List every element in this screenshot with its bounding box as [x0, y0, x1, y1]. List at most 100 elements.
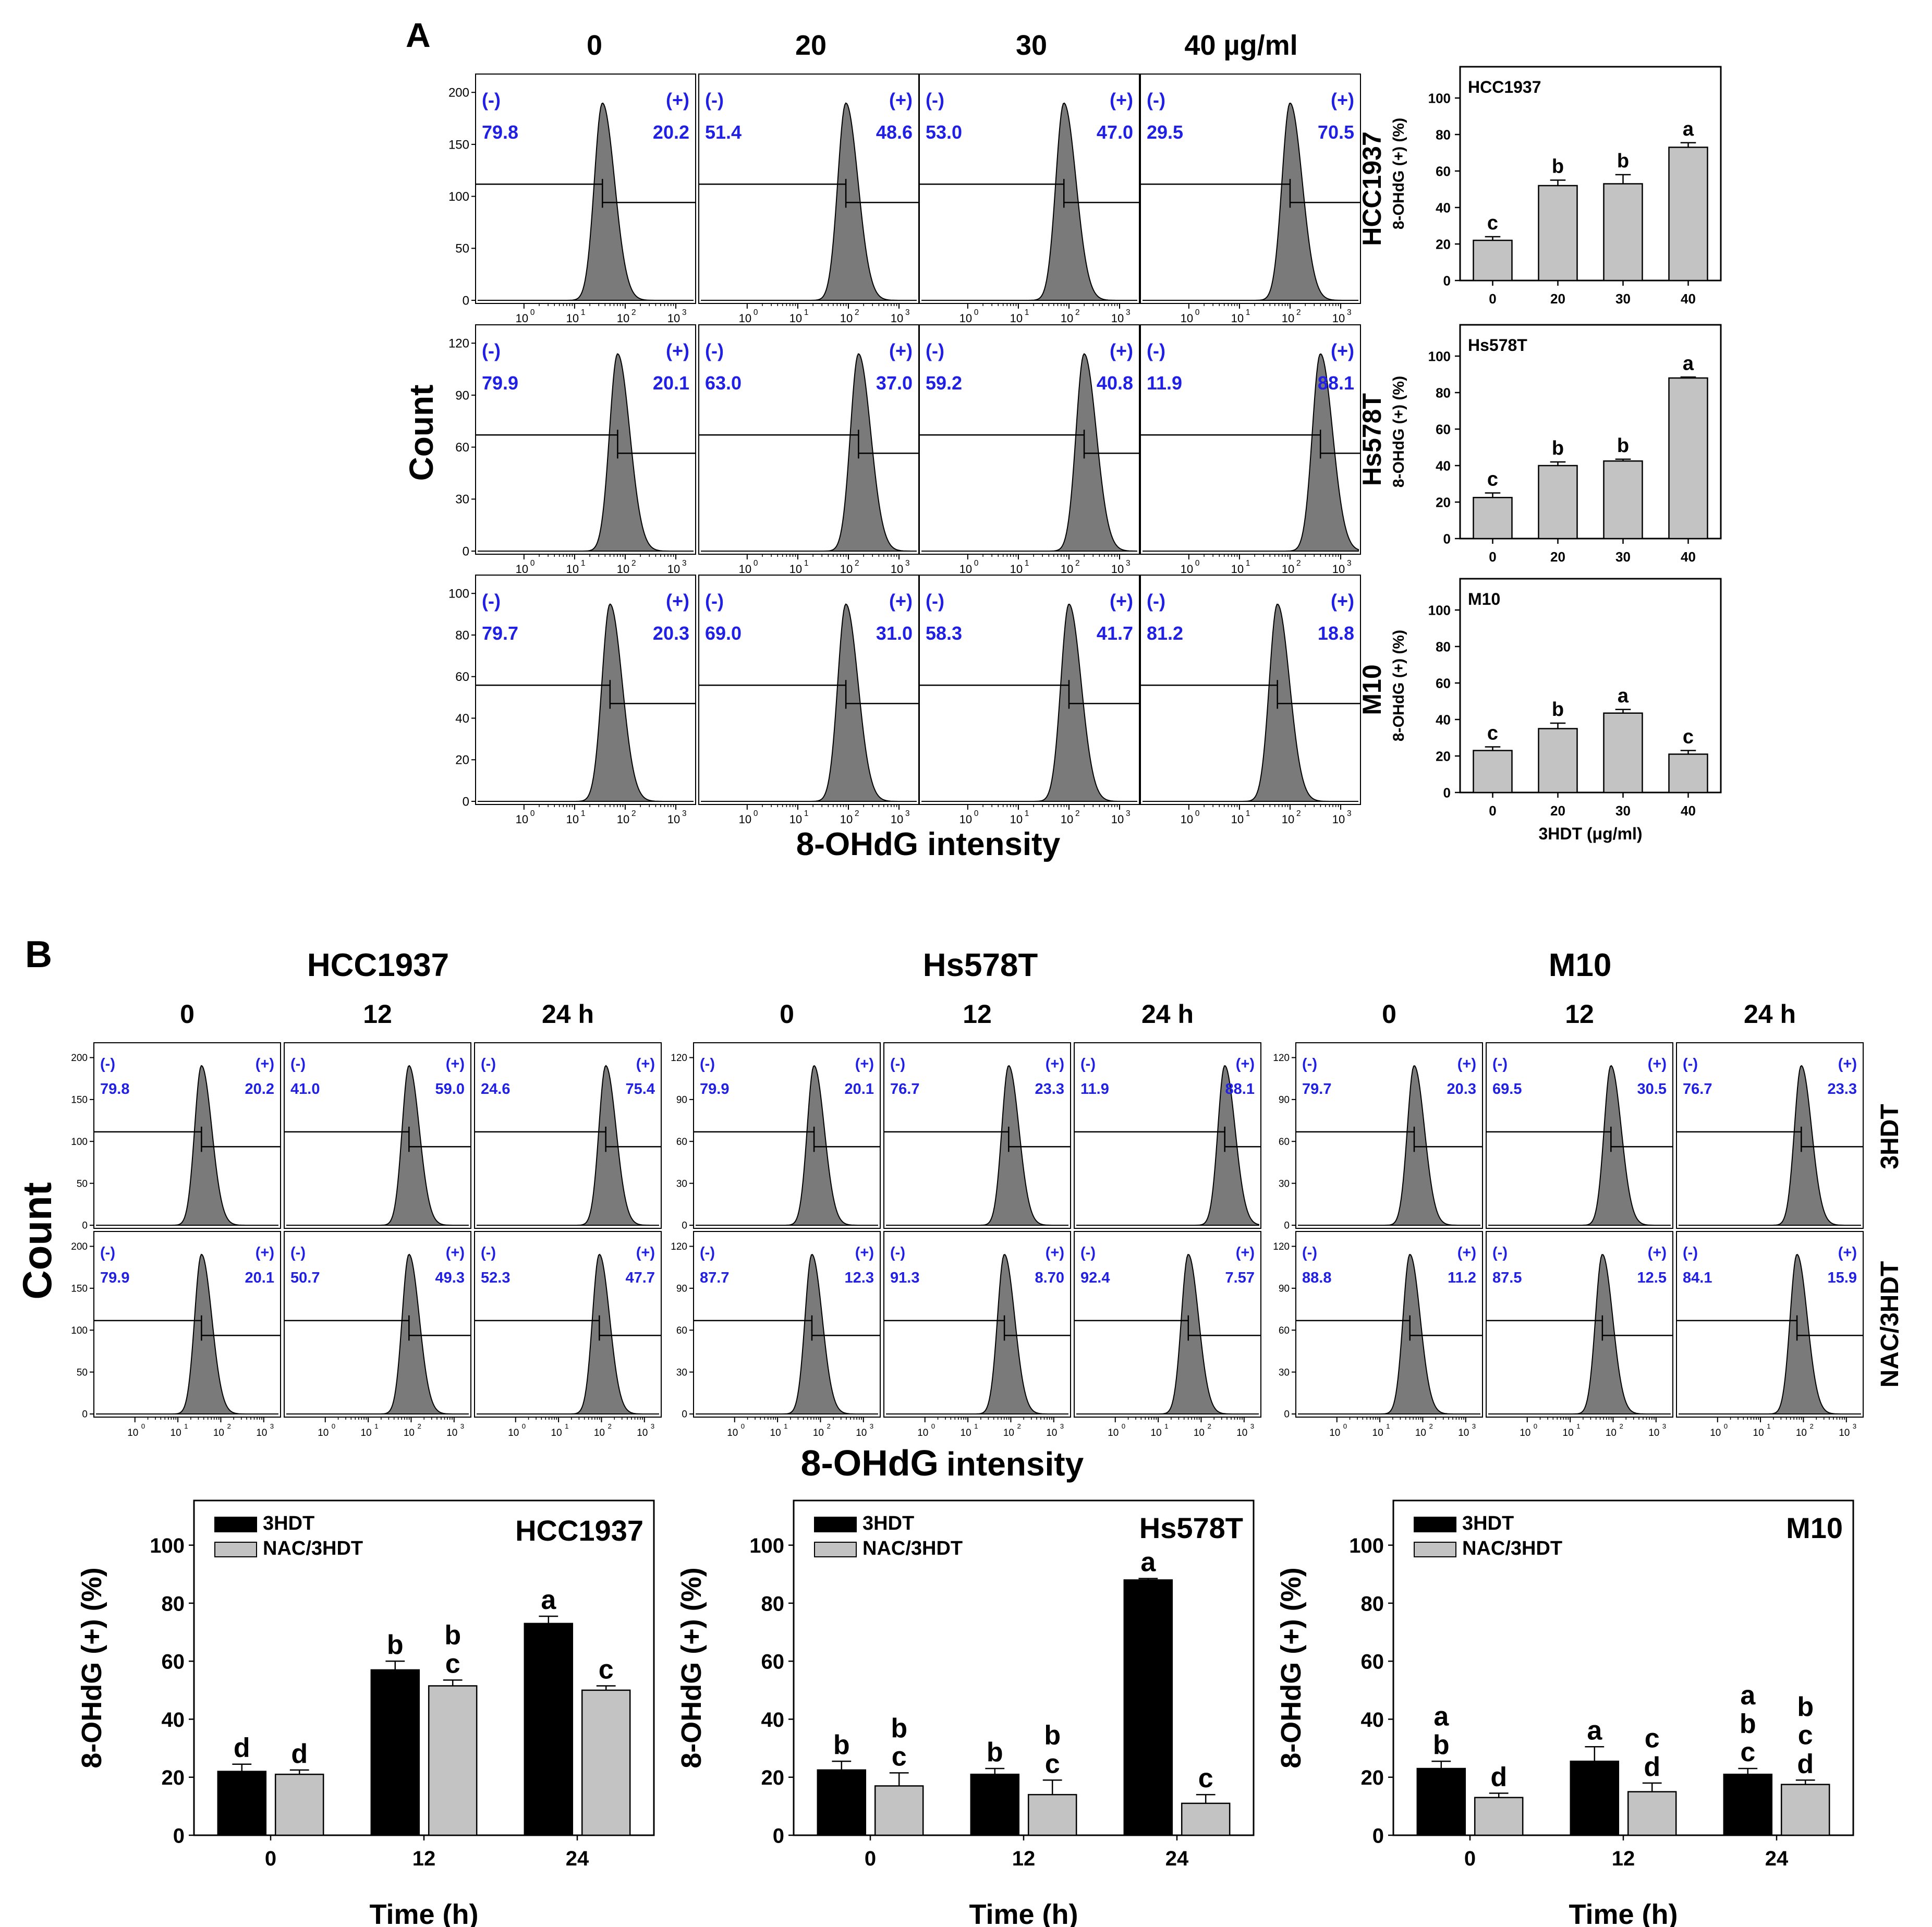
x-tick-exponent: 3	[1126, 559, 1131, 568]
x-axis-title-b-suffix: intensity	[946, 1445, 1084, 1483]
legend-swatch	[1414, 1542, 1456, 1557]
gate-negative-value: 87.5	[1492, 1270, 1522, 1286]
time-header: 0	[780, 999, 794, 1029]
x-tick-exponent: 1	[565, 1422, 568, 1430]
y-tick-label: 60	[1279, 1325, 1290, 1336]
x-tick-exponent: 2	[1075, 809, 1080, 818]
gate-negative-label: (-)	[100, 1245, 115, 1261]
histogram-curve	[1679, 1065, 1861, 1226]
histogram-frame	[1140, 74, 1361, 304]
y-tick-label: 60	[676, 1325, 687, 1336]
gate-negative-value: 11.9	[1147, 372, 1182, 394]
gate-negative-label: (-)	[1147, 340, 1165, 361]
gate-negative-label: (-)	[290, 1245, 306, 1261]
histogram-curve	[1143, 603, 1358, 802]
bar	[970, 1773, 1020, 1836]
legend-label: NAC/3HDT	[263, 1538, 363, 1559]
gate-positive-label: (+)	[446, 1056, 465, 1072]
x-tick-label: 10	[446, 1428, 457, 1438]
gate-negative-value: 88.8	[1302, 1270, 1331, 1286]
gate-positive-label: (+)	[256, 1245, 274, 1261]
y-tick-label: 0	[82, 1221, 88, 1231]
significance-letter: c	[445, 1649, 460, 1679]
legend-label: NAC/3HDT	[1462, 1538, 1562, 1559]
x-tick-label: 10	[617, 312, 629, 325]
dose-header: 20	[795, 30, 827, 61]
cell-line-title: M10	[1549, 947, 1612, 983]
x-tick-label: 20	[1550, 291, 1565, 307]
x-tick-label: 10	[1563, 1428, 1574, 1438]
histogram-curve	[286, 1065, 469, 1226]
cell-line-row-label: M10	[1357, 664, 1387, 715]
x-tick-label: 10	[1194, 1428, 1205, 1438]
x-tick-label: 10	[1839, 1428, 1850, 1438]
y-tick-label: 90	[1279, 1284, 1290, 1295]
y-tick-label: 60	[1436, 421, 1451, 437]
gate-positive-value: 15.9	[1828, 1270, 1857, 1286]
bar	[1474, 1797, 1524, 1836]
x-tick-exponent: 0	[530, 559, 535, 568]
gate-positive-label: (+)	[1648, 1056, 1667, 1072]
gate-positive-label: (+)	[1236, 1056, 1255, 1072]
x-tick-exponent: 0	[754, 308, 758, 317]
bar-chart-hcc1937: 0 20 40 60 80 100 0 20 30 40 c b b a HCC1937 8-OHdG (+)…	[1390, 66, 1722, 307]
x-tick-label: 24	[1165, 1847, 1189, 1870]
gate-positive-value: 20.3	[653, 623, 689, 644]
x-tick-exponent: 0	[1534, 1422, 1537, 1430]
gate-negative-label: (-)	[1302, 1245, 1317, 1261]
x-tick-label: 10	[891, 312, 903, 325]
x-tick-exponent: 2	[855, 809, 859, 818]
x-tick-label: 10	[1282, 813, 1294, 826]
chart-title: Hs578T	[1139, 1511, 1243, 1544]
bar	[1570, 1760, 1620, 1836]
gate-negative-label: (-)	[705, 340, 724, 361]
significance-letter: b	[833, 1730, 850, 1760]
x-tick-exponent: 3	[651, 1422, 654, 1430]
x-tick-exponent: 3	[270, 1422, 274, 1430]
gate-negative-label: (-)	[1147, 590, 1165, 612]
x-tick-label: 0	[1489, 803, 1496, 819]
y-tick-label: 20	[162, 1766, 185, 1789]
y-tick-label: 20	[1436, 236, 1451, 252]
gate-positive-label: (+)	[256, 1056, 274, 1072]
legend-swatch	[814, 1517, 857, 1532]
x-tick-label: 10	[1010, 563, 1023, 576]
x-tick-exponent: 0	[931, 1422, 935, 1430]
significance-letter: b	[1044, 1721, 1061, 1751]
y-tick-label: 20	[1436, 748, 1451, 764]
gate-positive-label: (+)	[855, 1245, 874, 1261]
gate-negative-label: (-)	[926, 89, 944, 111]
x-tick-label: 10	[617, 813, 629, 826]
x-tick-label: 0	[1489, 549, 1496, 565]
time-header: 24 h	[542, 999, 594, 1029]
histogram-frame	[93, 1042, 281, 1229]
row-label-3hdt: 3HDT	[1876, 1104, 1904, 1169]
x-tick-label: 40	[1681, 291, 1696, 307]
x-tick-label: 10	[789, 312, 802, 325]
significance-letter: b	[1617, 435, 1629, 457]
significance-letter: b	[387, 1630, 404, 1660]
x-tick-exponent: 3	[1662, 1422, 1666, 1430]
x-tick-label: 0	[265, 1847, 276, 1870]
x-tick-label: 10	[1181, 563, 1193, 576]
chart-frame	[1392, 1499, 1854, 1836]
significance-letter: d	[1644, 1752, 1660, 1782]
y-tick-label: 50	[77, 1367, 88, 1378]
y-axis-title: Count	[403, 385, 440, 481]
x-tick-exponent: 0	[1724, 1422, 1728, 1430]
cell-line-row-label: HCC1937	[1357, 131, 1387, 246]
gate-positive-label: (+)	[1331, 590, 1354, 612]
x-tick-label: 12	[412, 1847, 436, 1870]
x-tick-label: 24	[566, 1847, 589, 1870]
gate-positive-value: 20.1	[653, 372, 689, 394]
x-tick-exponent: 0	[141, 1422, 145, 1430]
histogram-frame	[475, 575, 696, 805]
significance-letter: a	[1618, 685, 1629, 707]
histogram-frame	[1140, 575, 1361, 805]
x-tick-label: 10	[1332, 563, 1345, 576]
y-tick-label: 30	[676, 1178, 687, 1189]
gate-negative-label: (-)	[1492, 1056, 1508, 1072]
significance-letter: c	[1740, 1737, 1755, 1767]
bar	[1473, 497, 1513, 540]
